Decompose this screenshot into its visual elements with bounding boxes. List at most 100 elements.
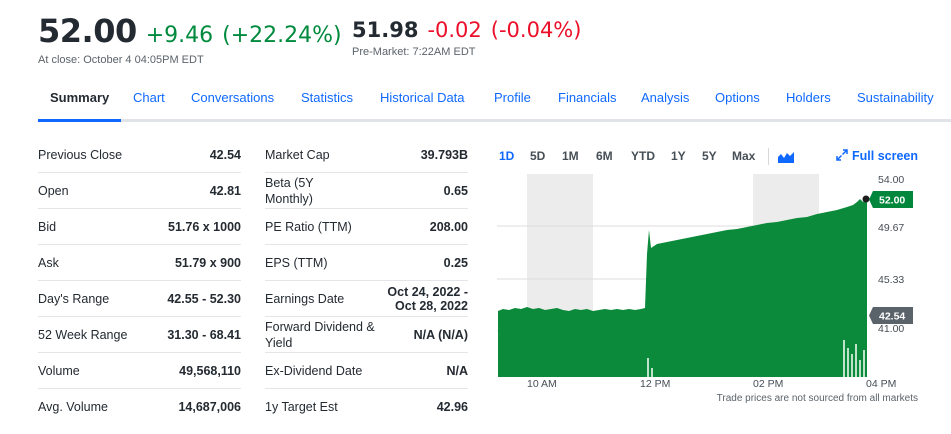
stat-value: 39.793B: [420, 147, 468, 162]
quote-tabs: Summary Chart Conversations Statistics H…: [38, 82, 951, 122]
tab-profile[interactable]: Profile: [494, 90, 531, 105]
stat-row: Beta (5Y Monthly) 0.65: [265, 173, 468, 209]
stat-label: 1y Target Est: [265, 400, 338, 414]
stat-value: 14,687,006: [178, 400, 241, 414]
stat-label: 52 Week Range: [38, 327, 128, 342]
mountain-chart-icon[interactable]: [778, 150, 794, 163]
y-tick-label: 41.00: [878, 323, 904, 335]
stat-row: Ex-Dividend Date N/A: [265, 353, 468, 389]
stat-label: Open: [38, 183, 69, 198]
stat-row: Avg. Volume 14,687,006: [38, 389, 241, 425]
y-tick-label: 54.00: [878, 174, 904, 186]
stat-value: 42.55 - 52.30: [167, 291, 241, 306]
stat-row: Bid 51.76 x 1000: [38, 209, 241, 245]
tab-conversations[interactable]: Conversations: [191, 90, 275, 105]
stat-row: Market Cap 39.793B: [265, 137, 468, 173]
range-max[interactable]: Max: [732, 149, 756, 163]
range-1d[interactable]: 1D: [499, 149, 515, 163]
intraday-price-chart[interactable]: 54.00 49.67 45.33 41.00 52.00 42.54 10 A…: [497, 172, 918, 390]
stat-value: 42.81: [209, 183, 241, 198]
stat-label: Previous Close: [38, 147, 123, 162]
stat-label: Forward Dividend & Yield: [265, 319, 375, 350]
chart-toolbar: 1D 5D 1M 6M YTD 1Y 5Y Max Full screen: [497, 148, 918, 166]
stat-value: N/A: [446, 363, 468, 378]
close-change: +9.46: [145, 23, 214, 48]
tab-financials[interactable]: Financials: [558, 90, 617, 105]
stat-row: Earnings Date Oct 24, 2022 - Oct 28, 202…: [265, 281, 468, 317]
active-tab-indicator: [38, 119, 121, 122]
stat-label: Avg. Volume: [38, 400, 108, 414]
close-price: 52.00: [38, 12, 137, 50]
tab-historical-data[interactable]: Historical Data: [380, 90, 465, 105]
previous-close-badge: 42.54: [869, 307, 913, 324]
x-tick-label: 10 AM: [527, 378, 557, 390]
tab-summary[interactable]: Summary: [50, 90, 110, 105]
tab-analysis[interactable]: Analysis: [641, 90, 690, 105]
fullscreen-label: Full screen: [852, 149, 918, 163]
premarket-price: 51.98: [352, 18, 419, 42]
stat-row: Forward Dividend & Yield N/A (N/A): [265, 317, 468, 353]
chart-disclaimer: Trade prices are not sourced from all ma…: [716, 393, 918, 404]
y-tick-label: 49.67: [878, 222, 904, 234]
toolbar-divider: [768, 148, 769, 165]
expand-arrows-icon: [836, 149, 848, 161]
stat-row: PE Ratio (TTM) 208.00: [265, 209, 468, 245]
range-1m[interactable]: 1M: [562, 149, 579, 163]
stat-value: 208.00: [429, 219, 468, 234]
x-tick-label: 02 PM: [753, 378, 783, 390]
svg-text:42.54: 42.54: [879, 311, 905, 323]
stat-label: Ex-Dividend Date: [265, 363, 363, 378]
range-5y[interactable]: 5Y: [702, 149, 717, 163]
stat-row: EPS (TTM) 0.25: [265, 245, 468, 281]
tab-options[interactable]: Options: [715, 90, 760, 105]
stat-value: 0.25: [443, 255, 468, 270]
range-6m[interactable]: 6M: [596, 149, 613, 163]
premarket-change: -0.02: [427, 18, 482, 42]
stat-label: Volume: [38, 363, 80, 378]
y-tick-label: 45.33: [878, 274, 904, 286]
stat-label: Beta (5Y Monthly): [265, 175, 314, 206]
close-price-block: 52.00 +9.46 (+22.24%) At close: October …: [38, 12, 342, 66]
stat-label: Market Cap: [265, 147, 330, 162]
tab-chart[interactable]: Chart: [133, 90, 165, 105]
range-5d[interactable]: 5D: [530, 149, 546, 163]
stat-row: Ask 51.79 x 900: [38, 245, 241, 281]
x-tick-label: 12 PM: [640, 378, 670, 390]
tab-statistics[interactable]: Statistics: [301, 90, 354, 105]
stats-table-right: Market Cap 39.793B Beta (5Y Monthly) 0.6…: [265, 137, 468, 425]
close-timestamp: At close: October 4 04:05PM EDT: [38, 54, 204, 66]
stat-label: PE Ratio (TTM): [265, 219, 352, 234]
current-price-badge: 52.00: [869, 191, 913, 208]
stat-value: 51.76 x 1000: [168, 219, 241, 234]
price-area: [498, 197, 867, 377]
stat-value: 31.30 - 68.41: [167, 327, 241, 342]
stat-row: 52 Week Range 31.30 - 68.41: [38, 317, 241, 353]
tab-sustainability[interactable]: Sustainability: [857, 90, 934, 105]
stat-label: Day's Range: [38, 291, 110, 306]
premarket-price-block: 51.98 -0.02 (-0.04%) Pre-Market: 7:22AM …: [352, 12, 581, 58]
stat-row: Open 42.81: [38, 173, 241, 209]
stat-row: Volume 49,568,110: [38, 353, 241, 389]
stats-table-left: Previous Close 42.54 Open 42.81 Bid 51.7…: [38, 137, 241, 425]
stat-label: Ask: [38, 255, 59, 270]
stat-value: 42.54: [209, 147, 241, 162]
stat-row: Previous Close 42.54: [38, 137, 241, 173]
premarket-change-percent: (-0.04%): [490, 18, 582, 42]
stat-value: Oct 24, 2022 - Oct 28, 2022: [387, 284, 468, 313]
last-price-marker: [862, 195, 870, 203]
fullscreen-button[interactable]: Full screen: [836, 149, 918, 163]
stat-value: N/A (N/A): [413, 327, 468, 342]
range-ytd[interactable]: YTD: [631, 149, 655, 163]
stat-value: 51.79 x 900: [174, 255, 241, 270]
stat-row: Day's Range 42.55 - 52.30: [38, 281, 241, 317]
stat-value: 0.65: [443, 183, 468, 198]
tab-holders[interactable]: Holders: [786, 90, 831, 105]
svg-text:52.00: 52.00: [879, 195, 905, 207]
stat-value: 49,568,110: [179, 363, 241, 378]
premarket-timestamp: Pre-Market: 7:22AM EDT: [352, 46, 476, 58]
x-tick-label: 04 PM: [866, 378, 896, 390]
stat-value: 42.96: [436, 400, 468, 414]
stat-label: Bid: [38, 219, 57, 234]
close-change-percent: (+22.24%): [222, 23, 342, 48]
range-1y[interactable]: 1Y: [671, 149, 686, 163]
